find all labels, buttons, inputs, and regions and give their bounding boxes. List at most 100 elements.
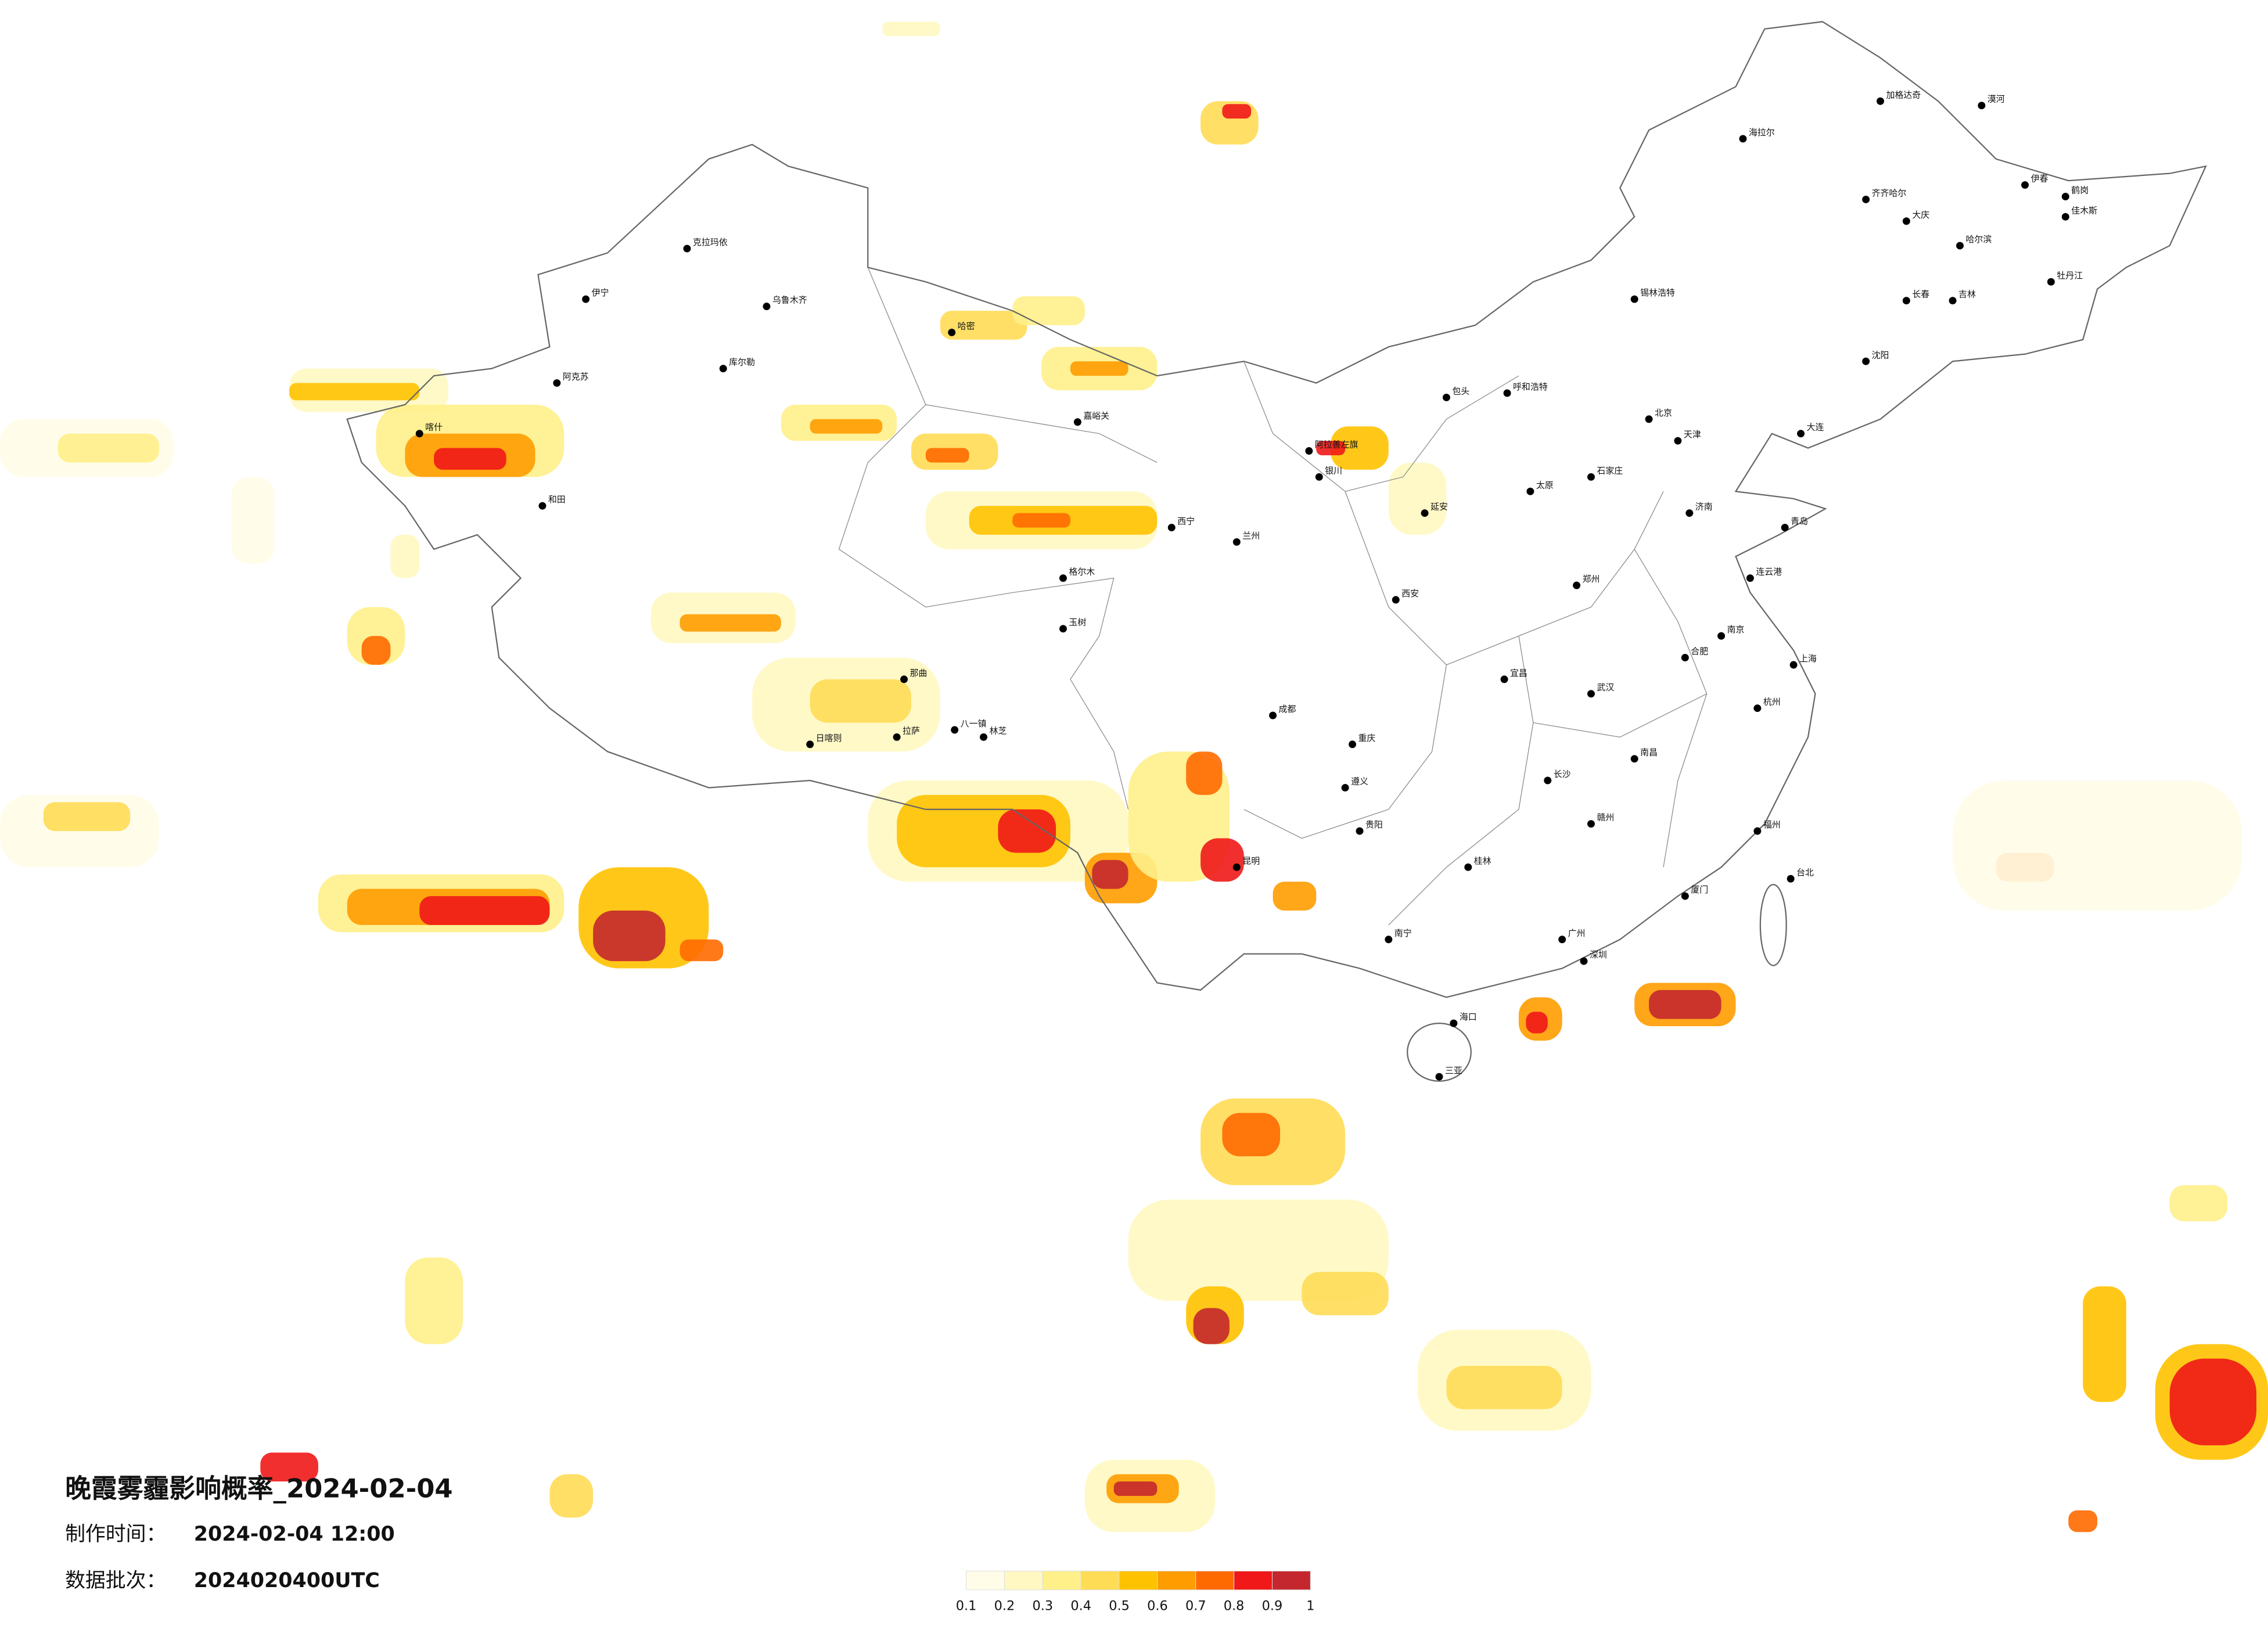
probability-cell <box>43 802 131 832</box>
city-dot <box>1503 389 1511 397</box>
city-label: 杭州 <box>1763 697 1781 707</box>
city-dot <box>1902 217 1910 225</box>
probability-cell <box>940 311 1027 340</box>
probability-cell <box>231 477 275 564</box>
city-dot <box>1269 711 1277 720</box>
probability-cell <box>882 21 940 37</box>
city-dot <box>980 733 987 741</box>
legend-swatch <box>1234 1570 1273 1591</box>
city-dot <box>1167 523 1176 531</box>
province-borders <box>838 267 1708 926</box>
city-dot <box>2061 213 2069 221</box>
city-dot <box>1630 295 1638 303</box>
city-dot <box>1315 473 1323 481</box>
city-dot <box>1232 863 1241 871</box>
city-dot <box>1902 297 1910 305</box>
city-dot <box>1797 430 1805 438</box>
time-value: 2024-02-04 12:00 <box>194 1523 395 1546</box>
city-dot <box>1587 820 1595 828</box>
city-dot <box>893 733 901 741</box>
city-dot <box>2021 181 2029 189</box>
city-label: 厦门 <box>1691 884 1708 895</box>
probability-cell <box>1186 751 1223 795</box>
city-label: 吉林 <box>1958 289 1976 300</box>
probability-cell <box>1201 838 1244 882</box>
legend-swatch <box>1195 1570 1235 1591</box>
probability-cell <box>1193 1308 1230 1344</box>
city-label: 赣州 <box>1597 812 1614 823</box>
probability-cell <box>680 939 724 962</box>
city-dot <box>1500 675 1508 684</box>
city-label: 大庆 <box>1912 210 1929 220</box>
city-label: 连云港 <box>1756 567 1782 577</box>
city-dot <box>1978 102 1986 110</box>
time-label: 制作时间： <box>65 1523 166 1546</box>
probability-cell <box>390 534 420 578</box>
city-label: 台北 <box>1796 867 1814 877</box>
city-dot <box>1385 936 1393 944</box>
legend-swatch <box>1042 1570 1081 1591</box>
probability-cell <box>1113 1481 1158 1496</box>
city-dot <box>1877 97 1885 105</box>
city-label: 牡丹江 <box>2057 270 2083 280</box>
city-dot <box>1746 574 1754 582</box>
probability-cell <box>2169 1185 2228 1222</box>
legend-tick-label: 0.9 <box>1262 1599 1283 1614</box>
city-dot <box>1059 574 1067 582</box>
legend-swatch <box>1119 1570 1158 1591</box>
city-label: 长沙 <box>1554 769 1571 779</box>
city-dot <box>2047 278 2055 286</box>
probability-cell <box>810 679 911 723</box>
city-dot <box>1073 418 1081 426</box>
city-dot <box>1862 357 1870 365</box>
probability-cell <box>593 911 666 962</box>
probability-cell <box>419 896 550 925</box>
city-dot <box>719 365 727 373</box>
city-dot <box>2061 193 2069 200</box>
city-label: 贵阳 <box>1365 819 1383 830</box>
legend-tick-label: 0.6 <box>1147 1599 1168 1614</box>
batch-label: 数据批次： <box>65 1569 166 1592</box>
probability-cell <box>57 433 159 463</box>
city-dot <box>763 303 771 311</box>
city-label: 合肥 <box>1691 646 1708 656</box>
city-label: 石家庄 <box>1597 465 1623 476</box>
city-label: 济南 <box>1695 502 1713 512</box>
city-label: 哈密 <box>958 321 975 331</box>
city-label: 延安 <box>1430 502 1448 512</box>
city-label: 佳木斯 <box>2071 205 2097 215</box>
city-label: 哈尔滨 <box>1965 234 1992 244</box>
probability-cell <box>1526 1012 1548 1034</box>
legend-swatch <box>1271 1570 1311 1591</box>
probability-cell <box>260 1452 318 1482</box>
city-label: 重庆 <box>1358 733 1376 743</box>
city-label: 伊春 <box>2031 174 2048 184</box>
city-dot <box>1717 632 1726 640</box>
city-dot <box>1753 827 1762 835</box>
city-label: 锡林浩特 <box>1640 287 1675 298</box>
probability-cell <box>2169 1358 2257 1445</box>
legend-tick-label: 0.2 <box>994 1599 1015 1614</box>
probability-cell <box>361 636 391 665</box>
city-label: 兰州 <box>1242 530 1260 541</box>
legend-tick-label: 0.4 <box>1070 1599 1091 1614</box>
legend-tick-label: 1 <box>1306 1599 1314 1614</box>
city-dot <box>1464 863 1472 871</box>
city-dot <box>1305 447 1313 455</box>
city-dot <box>1739 135 1747 143</box>
city-dot <box>1787 875 1795 883</box>
city-dot <box>1356 827 1364 835</box>
city-dot <box>948 328 956 336</box>
probability-cell <box>1012 513 1070 528</box>
city-dot <box>900 675 908 684</box>
city-label: 福州 <box>1763 819 1781 830</box>
city-dot <box>1349 740 1357 749</box>
city-dot <box>1341 783 1349 792</box>
city-label: 深圳 <box>1590 949 1607 960</box>
city-label: 宜昌 <box>1510 668 1527 678</box>
city-label: 阿克苏 <box>563 372 589 382</box>
legend-tick-label: 0.3 <box>1033 1599 1054 1614</box>
probability-cell <box>1070 361 1128 376</box>
city-label: 包头 <box>1452 386 1469 396</box>
